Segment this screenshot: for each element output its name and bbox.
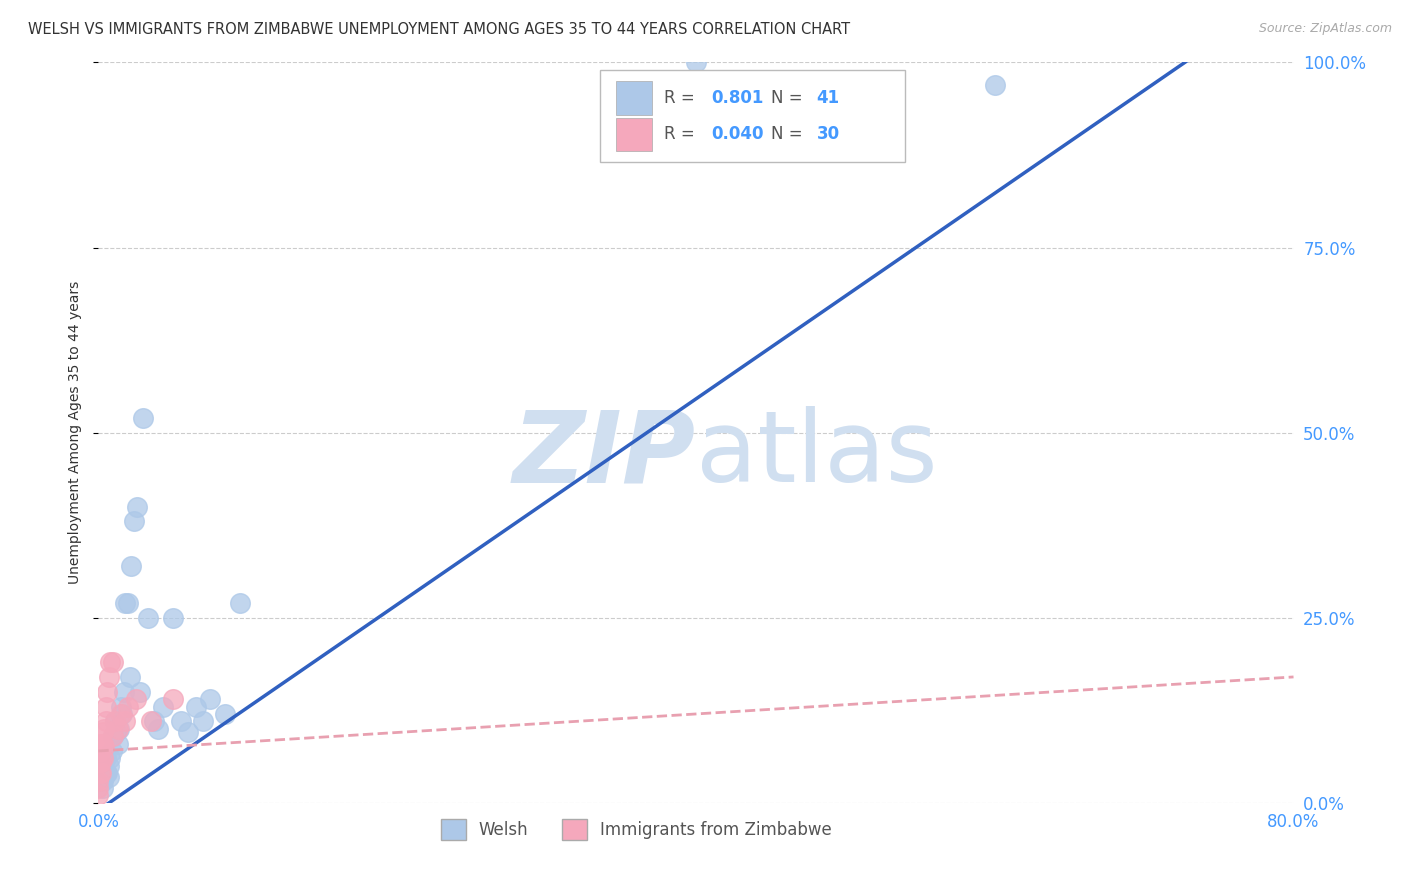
Point [125, 692, 148, 706]
Point [90, 766, 112, 780]
Text: WELSH VS IMMIGRANTS FROM ZIMBABWE UNEMPLOYMENT AMONG AGES 35 TO 44 YEARS CORRELA: WELSH VS IMMIGRANTS FROM ZIMBABWE UNEMPL… [28, 22, 851, 37]
FancyBboxPatch shape [600, 70, 905, 162]
Point [97, 670, 120, 684]
Point [91, 773, 114, 788]
Point [152, 699, 174, 714]
Point [98, 655, 122, 669]
Point [200, 692, 222, 706]
Point [120, 558, 142, 573]
Point [91, 780, 114, 795]
Point [229, 596, 252, 610]
Point [87, 789, 110, 803]
Point [129, 685, 152, 699]
Point [104, 714, 127, 729]
Point [89, 755, 111, 769]
Point [96, 766, 118, 780]
Point [103, 729, 125, 743]
Point [107, 722, 129, 736]
Text: 0.801: 0.801 [711, 89, 763, 107]
Point [184, 699, 207, 714]
Point [136, 610, 159, 624]
Point [94, 766, 117, 780]
Legend: Welsh, Immigrants from Zimbabwe: Welsh, Immigrants from Zimbabwe [434, 813, 838, 847]
Point [117, 596, 139, 610]
Point [93, 770, 115, 784]
Point [91, 737, 114, 751]
Point [162, 692, 184, 706]
Point [114, 714, 136, 729]
Text: Source: ZipAtlas.com: Source: ZipAtlas.com [1258, 22, 1392, 36]
Point [655, 78, 678, 92]
Point [94, 751, 117, 765]
Point [98, 751, 122, 765]
Y-axis label: Unemployment Among Ages 35 to 44 years: Unemployment Among Ages 35 to 44 years [67, 281, 82, 584]
Point [97, 770, 120, 784]
Point [177, 725, 200, 739]
Point [107, 737, 129, 751]
Text: 30: 30 [817, 125, 839, 144]
Text: N =: N = [772, 89, 808, 107]
Point [93, 722, 115, 736]
Point [94, 714, 117, 729]
Point [105, 725, 128, 739]
Point [111, 706, 134, 721]
Point [103, 729, 125, 743]
Point [89, 744, 111, 758]
Point [685, 55, 707, 70]
Text: N =: N = [772, 125, 808, 144]
FancyBboxPatch shape [616, 118, 652, 151]
Text: 0.040: 0.040 [711, 125, 763, 144]
Point [127, 500, 149, 514]
Point [101, 744, 124, 758]
Point [90, 740, 112, 755]
Point [191, 714, 214, 729]
Point [984, 78, 1007, 92]
Point [214, 706, 236, 721]
Point [110, 706, 132, 721]
Point [118, 670, 141, 684]
Point [87, 773, 110, 788]
Text: 41: 41 [817, 89, 839, 107]
Point [112, 685, 135, 699]
Point [108, 722, 131, 736]
Point [91, 751, 114, 765]
Text: atlas: atlas [696, 407, 938, 503]
Point [90, 755, 112, 769]
Point [114, 596, 136, 610]
Point [93, 740, 115, 755]
Point [91, 725, 114, 739]
Point [96, 685, 118, 699]
Point [124, 515, 146, 529]
Point [142, 714, 165, 729]
Point [139, 714, 162, 729]
Point [117, 699, 139, 714]
Text: R =: R = [664, 89, 700, 107]
Point [87, 780, 110, 795]
Point [103, 655, 125, 669]
Point [162, 610, 184, 624]
FancyBboxPatch shape [616, 81, 652, 115]
Point [110, 699, 132, 714]
Point [94, 699, 117, 714]
Point [97, 758, 120, 772]
Point [89, 737, 111, 751]
Point [169, 714, 191, 729]
Point [104, 714, 127, 729]
Text: R =: R = [664, 125, 700, 144]
Point [132, 410, 155, 425]
Point [148, 722, 170, 736]
Text: ZIP: ZIP [513, 407, 696, 503]
Point [89, 766, 111, 780]
